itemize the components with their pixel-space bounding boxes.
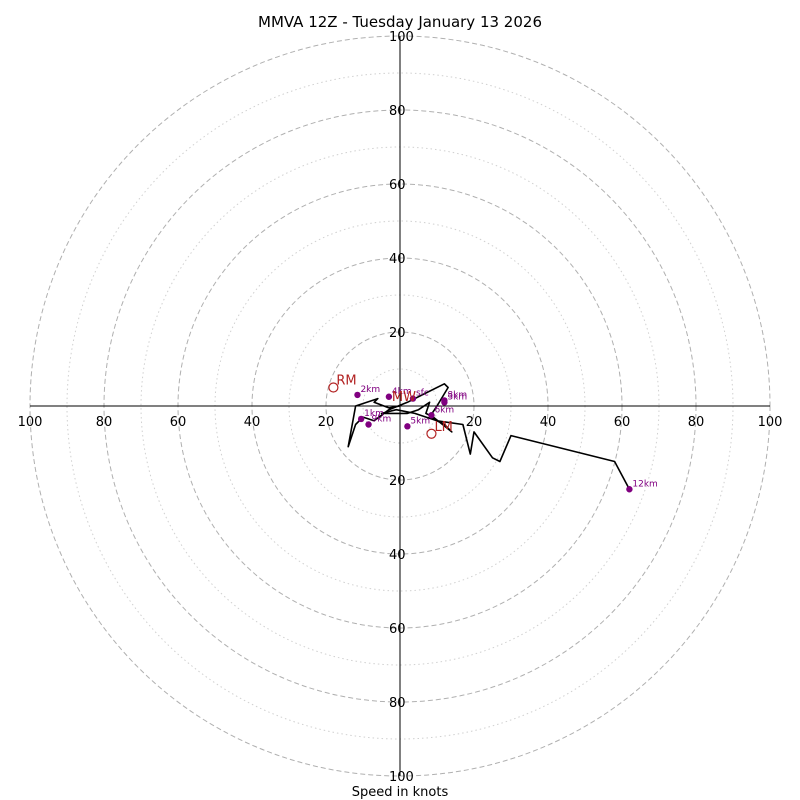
height-marker-8km bbox=[441, 397, 448, 404]
y-tick-label: 20 bbox=[389, 326, 406, 341]
x-tick-label: 40 bbox=[540, 415, 557, 430]
y-tick-label: 60 bbox=[389, 622, 406, 637]
height-marker-sfc bbox=[409, 395, 417, 402]
hodograph-trace-group bbox=[347, 382, 631, 490]
storm-label-MW: MW bbox=[392, 390, 416, 405]
x-tick-label: 20 bbox=[318, 415, 335, 430]
height-markers: sfc 1km 2km 3km 4km 5km 6km 8km 9km 12km bbox=[354, 385, 658, 493]
height-label-2km: 2km bbox=[360, 385, 380, 395]
storm-marker-RM bbox=[328, 382, 339, 393]
height-label-3km: 3km bbox=[447, 392, 467, 402]
hodograph-trace bbox=[347, 382, 631, 490]
y-tick-label: 40 bbox=[389, 548, 406, 563]
x-tick-label: 80 bbox=[96, 415, 113, 430]
storm-label-RM: RM bbox=[336, 374, 356, 389]
height-marker-12km bbox=[626, 486, 633, 493]
x-tick-label: 60 bbox=[614, 415, 631, 430]
height-label-9km: 9km bbox=[372, 415, 392, 425]
storm-marker-LM bbox=[426, 428, 437, 439]
height-label-4km: 4km bbox=[392, 387, 412, 397]
y-tick-label: 40 bbox=[389, 252, 406, 267]
y-tick-label: 100 bbox=[389, 770, 414, 785]
y-tick-label: 80 bbox=[389, 104, 406, 119]
height-label-sfc: sfc bbox=[416, 389, 429, 399]
height-label-6km: 6km bbox=[434, 405, 454, 415]
chart-title: MMVA 12Z - Tuesday January 13 2026 bbox=[258, 13, 542, 31]
x-tick-label: 100 bbox=[758, 415, 783, 430]
y-tick-label: 60 bbox=[389, 178, 406, 193]
height-marker-5km bbox=[404, 423, 411, 430]
tick-labels: 100 80 60 40 20 20 40 60 80 100 100 80 60 40 20 20 40 60 8… bbox=[18, 30, 783, 785]
height-marker-1km bbox=[357, 415, 365, 423]
height-marker-6km bbox=[428, 412, 435, 419]
height-marker-4km bbox=[385, 393, 393, 400]
x-tick-label: 60 bbox=[170, 415, 187, 430]
height-label-12km: 12km bbox=[632, 479, 657, 489]
storm-motion-markers: RM LM MW bbox=[328, 374, 453, 439]
x-tick-label: 40 bbox=[244, 415, 261, 430]
x-tick-label: 80 bbox=[688, 415, 705, 430]
y-tick-label: 80 bbox=[389, 696, 406, 711]
x-tick-label: 100 bbox=[18, 415, 43, 430]
height-label-5km: 5km bbox=[410, 416, 430, 426]
x-tick-label: 20 bbox=[466, 415, 483, 430]
height-marker-2km bbox=[354, 391, 361, 399]
y-tick-label: 20 bbox=[389, 474, 406, 489]
y-tick-label: 100 bbox=[389, 30, 414, 45]
height-label-8km: 8km bbox=[447, 390, 467, 400]
height-label-1km: 1km bbox=[364, 409, 384, 419]
storm-label-LM: LM bbox=[434, 420, 452, 435]
x-axis-label: Speed in knots bbox=[352, 785, 449, 800]
height-marker-9km bbox=[365, 421, 372, 428]
